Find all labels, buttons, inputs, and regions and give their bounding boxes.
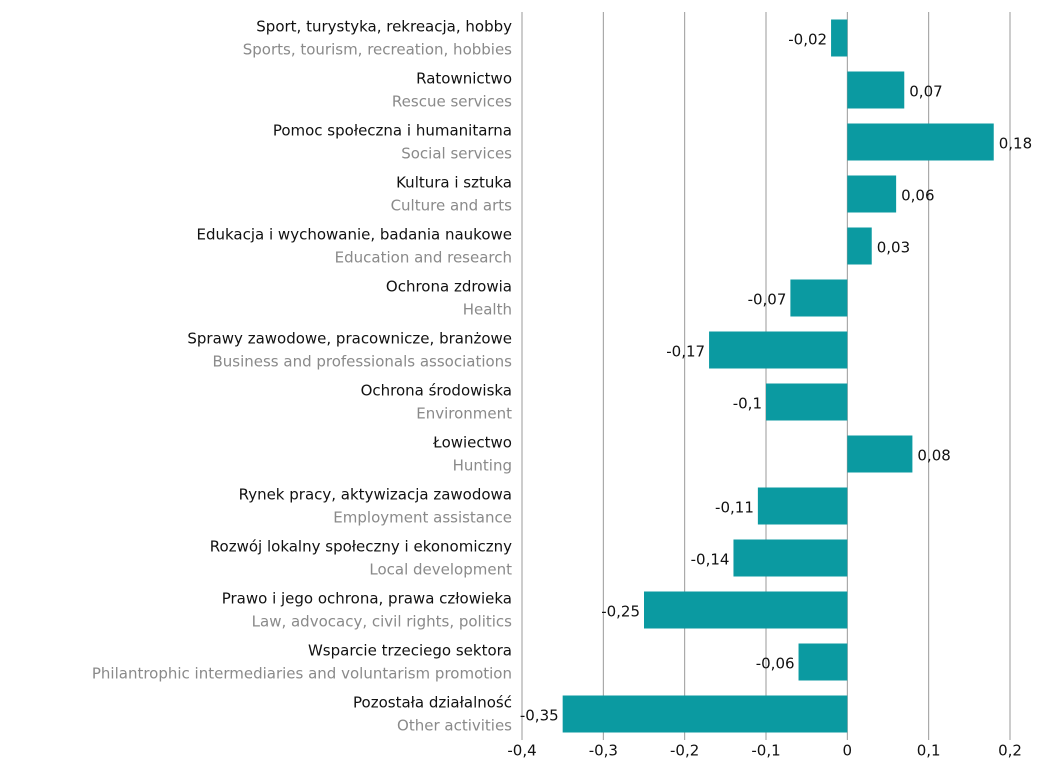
bar — [766, 383, 848, 421]
bar — [847, 71, 905, 109]
bar — [733, 539, 848, 577]
bar — [757, 487, 848, 525]
category-label-en: Environment — [416, 405, 512, 423]
value-label: 0,08 — [917, 447, 950, 465]
value-label: 0,18 — [999, 135, 1032, 153]
value-label: -0,06 — [756, 655, 795, 673]
bar — [847, 227, 872, 265]
value-label: 0,06 — [901, 187, 934, 205]
x-tick-label: -0,4 — [507, 742, 536, 760]
value-label: -0,02 — [788, 31, 827, 49]
category-label-en: Other activities — [397, 717, 512, 735]
value-label: -0,1 — [733, 395, 762, 413]
category-label: Rozwój lokalny społeczny i ekonomiczny — [210, 538, 512, 556]
bar — [790, 279, 848, 317]
bar — [847, 175, 897, 213]
category-label: Pomoc społeczna i humanitarna — [273, 122, 512, 140]
value-label: -0,25 — [601, 603, 640, 621]
bar — [709, 331, 848, 369]
x-tick-label: -0,1 — [751, 742, 780, 760]
category-label-en: Philantrophic intermediaries and volunta… — [92, 665, 512, 683]
value-label: -0,14 — [691, 551, 730, 569]
x-tick-label: 0,1 — [917, 742, 941, 760]
category-label: Ratownictwo — [416, 70, 512, 88]
bar — [644, 591, 848, 629]
category-label-en: Sports, tourism, recreation, hobbies — [243, 41, 512, 59]
bar — [831, 19, 848, 57]
category-label-en: Law, advocacy, civil rights, politics — [252, 613, 513, 631]
bar — [847, 435, 913, 473]
value-label: -0,11 — [715, 499, 754, 517]
category-label-en: Local development — [369, 561, 512, 579]
category-label-en: Health — [463, 301, 512, 319]
value-label: 0,03 — [877, 239, 910, 257]
value-label: 0,07 — [909, 83, 942, 101]
category-label-en: Rescue services — [392, 93, 512, 111]
category-label: Sport, turystyka, rekreacja, hobby — [256, 18, 512, 36]
category-label: Kultura i sztuka — [396, 174, 512, 192]
category-label: Pozostała działalność — [353, 694, 512, 712]
value-label: -0,17 — [666, 343, 705, 361]
x-tick-label: -0,3 — [589, 742, 618, 760]
category-label: Wsparcie trzeciego sektora — [308, 642, 512, 660]
bar — [847, 123, 994, 161]
category-label-en: Culture and arts — [391, 197, 513, 215]
category-label: Łowiectwo — [432, 434, 512, 452]
category-label: Prawo i jego ochrona, prawa człowieka — [222, 590, 512, 608]
value-label: -0,35 — [520, 707, 559, 725]
x-tick-label: 0,2 — [998, 742, 1022, 760]
category-label-en: Hunting — [453, 457, 512, 475]
category-label: Sprawy zawodowe, pracownicze, branżowe — [187, 330, 512, 348]
category-label-en: Employment assistance — [333, 509, 512, 527]
bar — [798, 643, 848, 681]
category-label-en: Education and research — [335, 249, 512, 267]
category-label: Rynek pracy, aktywizacja zawodowa — [239, 486, 512, 504]
bar — [562, 695, 848, 733]
value-label: -0,07 — [748, 291, 787, 309]
category-label-en: Social services — [401, 145, 512, 163]
category-label: Ochrona zdrowia — [386, 278, 512, 296]
x-tick-label: -0,2 — [670, 742, 699, 760]
category-label-en: Business and professionals associations — [212, 353, 512, 371]
category-label: Edukacja i wychowanie, badania naukowe — [197, 226, 513, 244]
category-label: Ochrona środowiska — [361, 382, 512, 400]
x-tick-label: 0 — [843, 742, 853, 760]
